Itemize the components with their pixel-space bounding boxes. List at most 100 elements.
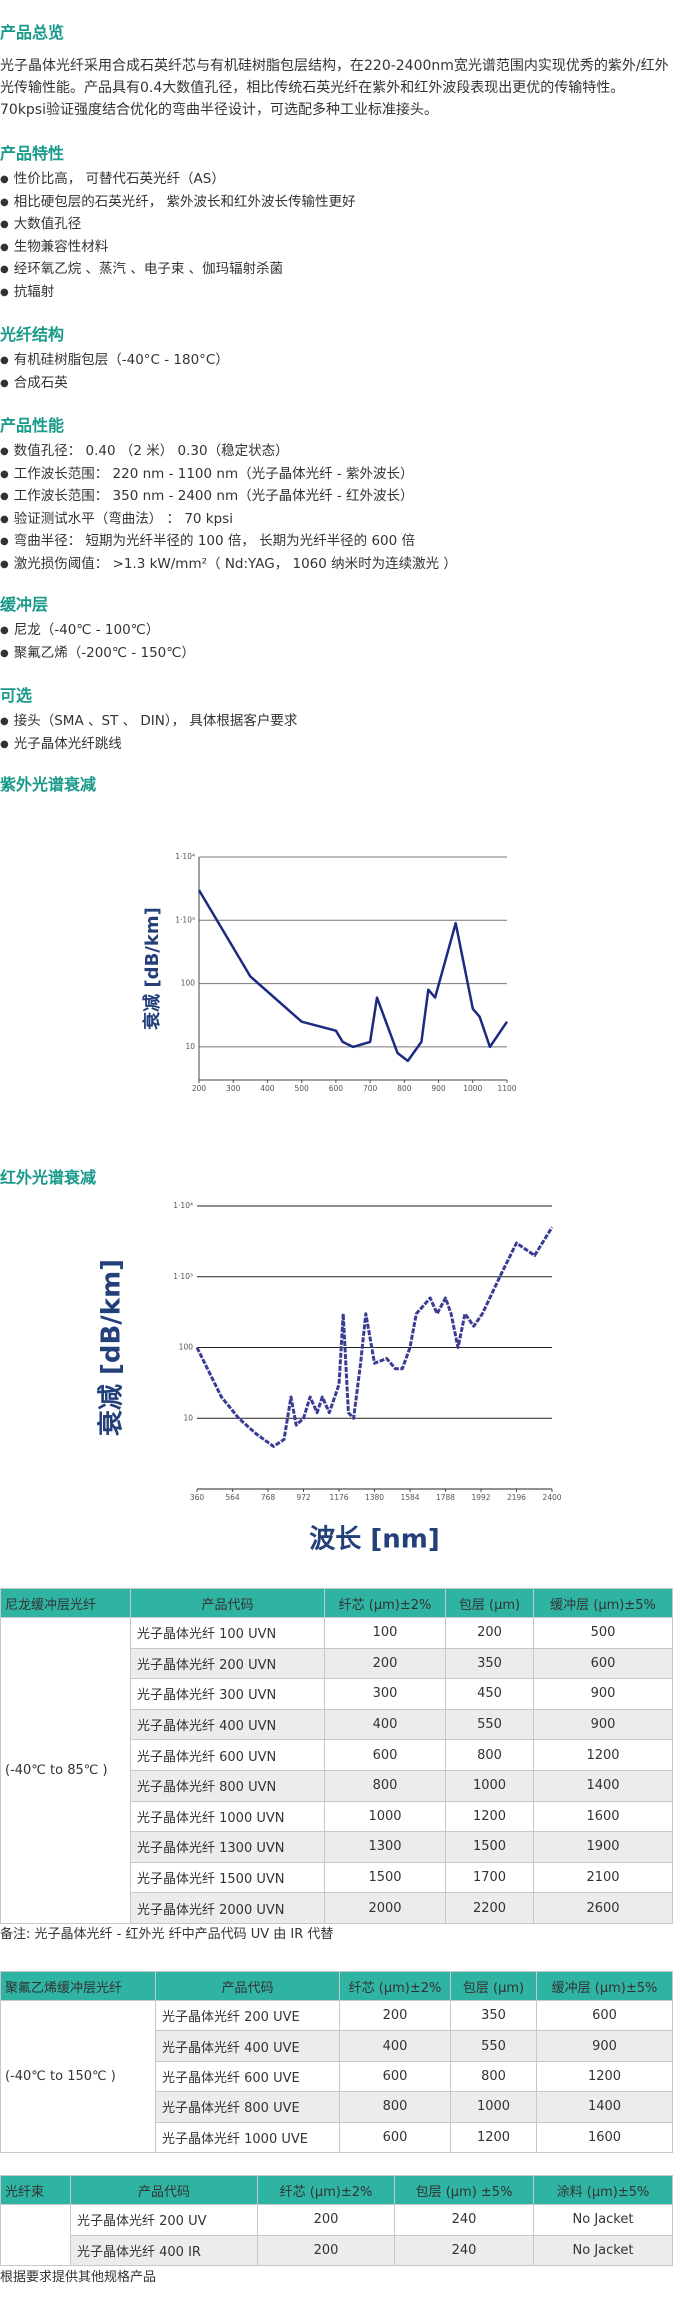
data-line: [195, 1226, 554, 1448]
section-heading: 产品总览: [0, 23, 65, 42]
table-cell: 1500: [445, 1831, 534, 1863]
table-cell: 350: [445, 1647, 534, 1680]
table-cell: 光子晶体光纤 400 UVN: [130, 1708, 325, 1741]
table-row: (-40℃ to 85℃ ) 光子晶体光纤 100 UVN 100 200 500: [0, 1617, 673, 1924]
header-cell: 纤芯 (μm)±2%: [257, 2175, 395, 2205]
table-cell: 800: [450, 2060, 537, 2093]
table-cell: 350: [450, 1999, 537, 2032]
table-cell: 1600: [536, 2121, 673, 2153]
x-tick-label: 1176: [329, 1493, 348, 1502]
table-cell: 600: [339, 2121, 451, 2153]
section-heading: 光纤结构: [0, 325, 65, 344]
header-cell: 产品代码: [155, 1971, 340, 2001]
table-cell: 光子晶体光纤 200 UVN: [130, 1647, 325, 1680]
header-cell: 纤芯 (μm)±2%: [324, 1588, 446, 1618]
table-cell: 300: [324, 1678, 446, 1710]
table-cell: 1200: [450, 2121, 537, 2153]
table-cell: 240: [394, 2234, 534, 2266]
bullet-item: 数值孔径： 0.40 （2 米） 0.30（稳定状态）: [0, 440, 289, 463]
table-row: 光子晶体光纤 600 UVN 600 800 1200: [1, 1739, 673, 1771]
bullet-item: 验证测试水平（弯曲法） ： 70 kpsi: [0, 508, 233, 531]
table-row: 光子晶体光纤 2000 UVN 2000 2200 2600: [1, 1892, 673, 1924]
table-cell: 200: [257, 2234, 395, 2266]
x-tick-label: 1788: [436, 1493, 455, 1502]
header-cell: 尼龙缓冲层光纤: [0, 1588, 131, 1618]
header-row: 光纤束 产品代码 纤芯 (μm)±2% 包层 (μm) ±5% 涂料 (μm)±5%: [0, 2175, 673, 2205]
x-tick-label: 300: [226, 1084, 241, 1093]
table-row: 光子晶体光纤 1300 UVN 1300 1500 1900: [1, 1831, 673, 1863]
x-tick-label: 200: [192, 1084, 207, 1093]
bullet-item: 合成石英: [0, 372, 68, 395]
header-cell: 纤芯 (μm)±2%: [339, 1971, 451, 2001]
table-row: 光子晶体光纤 600 UVE 600 800 1200: [1, 2060, 673, 2093]
table-cell: 200: [324, 1647, 446, 1680]
bullet-item: 弯曲半径： 短期为光纤半径的 100 倍， 长期为光纤半径的 600 倍: [0, 530, 415, 553]
chart: 10 100 1·10³ 1·10⁴ 360 564 768 972 1176 1380 1584 1…: [96, 1201, 562, 1555]
chart: 10 100 1·10³ 1·10⁴ 200 300 400 500 600 700 800 900 1…: [141, 852, 517, 1093]
chart-heading: 紫外光谱衰减: [0, 775, 97, 794]
header-row: 聚氟乙烯缓冲层光纤 产品代码 纤芯 (μm)±2% 包层 (μm) 缓冲层 (μm)±5…: [0, 1971, 673, 2001]
y-tick-label: 1·10⁴: [173, 1201, 193, 1210]
bullet-item: 生物兼容性材料: [0, 236, 109, 259]
x-tick-label: 900: [431, 1084, 446, 1093]
bullet-item: 相比硬包层的石英光纤， 紫外波长和红外波长传输性更好: [0, 191, 356, 214]
table-cell: 1300: [324, 1831, 446, 1863]
header-cell: 包层 (μm) ±5%: [394, 2175, 534, 2205]
bullet-item: 抗辐射: [0, 281, 55, 304]
header-cell: 缓冲层 (μm)±5%: [536, 1971, 673, 2001]
bullet-item: 尼龙（-40℃ - 100℃）: [0, 619, 160, 642]
table-row: 光子晶体光纤 200 UVN 200 350 600: [1, 1647, 673, 1680]
table-cell: 500: [533, 1617, 673, 1649]
x-tick-label: 2400: [542, 1493, 561, 1502]
table-cell: 光子晶体光纤 100 UVN: [130, 1617, 325, 1649]
header-cell: 涂料 (μm)±5%: [533, 2175, 673, 2205]
bullet-item: 工作波长范围： 350 nm - 2400 nm（光子晶体光纤 - 红外波长）: [0, 485, 414, 508]
table-cell: 1000: [324, 1800, 446, 1833]
table-cell: 1400: [536, 2091, 673, 2123]
table-cell: 900: [536, 2030, 673, 2062]
table-cell: 光子晶体光纤 1500 UVN: [130, 1861, 325, 1894]
chart-heading: 红外光谱衰减: [0, 1168, 97, 1187]
table-cell: 400: [324, 1708, 446, 1741]
table-cell: 1500: [324, 1861, 446, 1894]
paragraph: 光子晶体光纤采用合成石英纤芯与有机硅树脂包层结构，在220-2400nm宽光谱范…: [0, 58, 669, 118]
table-cell: 600: [339, 2060, 451, 2093]
table-cell: 1200: [445, 1800, 534, 1833]
x-tick-label: 2196: [507, 1493, 526, 1502]
section-heading: 产品特性: [0, 144, 65, 163]
y-tick-label: 1·10³: [175, 915, 195, 924]
table-cell: 光子晶体光纤 2000 UVN: [130, 1892, 325, 1924]
table-row: 光子晶体光纤 1000 UVE 600 1200 1600: [1, 2121, 673, 2153]
table-cell: 2000: [324, 1892, 446, 1924]
header-cell: 产品代码: [70, 2175, 258, 2205]
bullet-item: 光子晶体光纤跳线: [0, 733, 122, 756]
x-tick-label: 1100: [497, 1084, 516, 1093]
table-cell: 光子晶体光纤 800 UVN: [130, 1769, 325, 1802]
section-heading: 缓冲层: [0, 595, 49, 614]
header-cell: 缓冲层 (μm)±5%: [533, 1588, 673, 1618]
y-axis-label: 衰减 [dB/km]: [141, 907, 163, 1031]
table-row: 光子晶体光纤 400 UVN 400 550 900: [1, 1708, 673, 1741]
bullet-item: 有机硅树脂包层（-40°C - 180°C）: [0, 349, 229, 372]
x-tick-label: 700: [363, 1084, 378, 1093]
data-table: 光纤束 产品代码 纤芯 (μm)±2% 包层 (μm) ±5% 涂料 (μm)±5% 光子…: [0, 2175, 673, 2266]
bullet-item: 接头（SMA 、ST 、 DIN）， 具体根据客户要求: [0, 710, 298, 733]
table-cell: 200: [257, 2204, 395, 2236]
group-cell: (-40℃ to 85℃ ): [0, 1617, 131, 1924]
table-cell: 400: [339, 2030, 451, 2062]
header-cell: 包层 (μm): [450, 1971, 537, 2001]
table-cell: 900: [533, 1708, 673, 1741]
table-cell: 800: [324, 1769, 446, 1802]
table-cell: 光子晶体光纤 1300 UVN: [130, 1831, 325, 1863]
x-tick-label: 1992: [471, 1493, 490, 1502]
bullet-item: 大数值孔径: [0, 213, 82, 236]
y-tick-label: 10: [183, 1413, 193, 1422]
table-cell: 2200: [445, 1892, 534, 1924]
x-tick-label: 1584: [400, 1493, 419, 1502]
table-row: (-40℃ to 150℃ ) 光子晶体光纤 200 UVE 200 350 600: [0, 1999, 673, 2153]
table-cell: 240: [394, 2204, 534, 2236]
table-cell: No Jacket: [533, 2204, 673, 2236]
table-row: 光子晶体光纤 300 UVN 300 450 900: [1, 1678, 673, 1710]
table-cell: 600: [533, 1647, 673, 1680]
table-row: 光子晶体光纤 1500 UVN 1500 1700 2100: [1, 1861, 673, 1894]
